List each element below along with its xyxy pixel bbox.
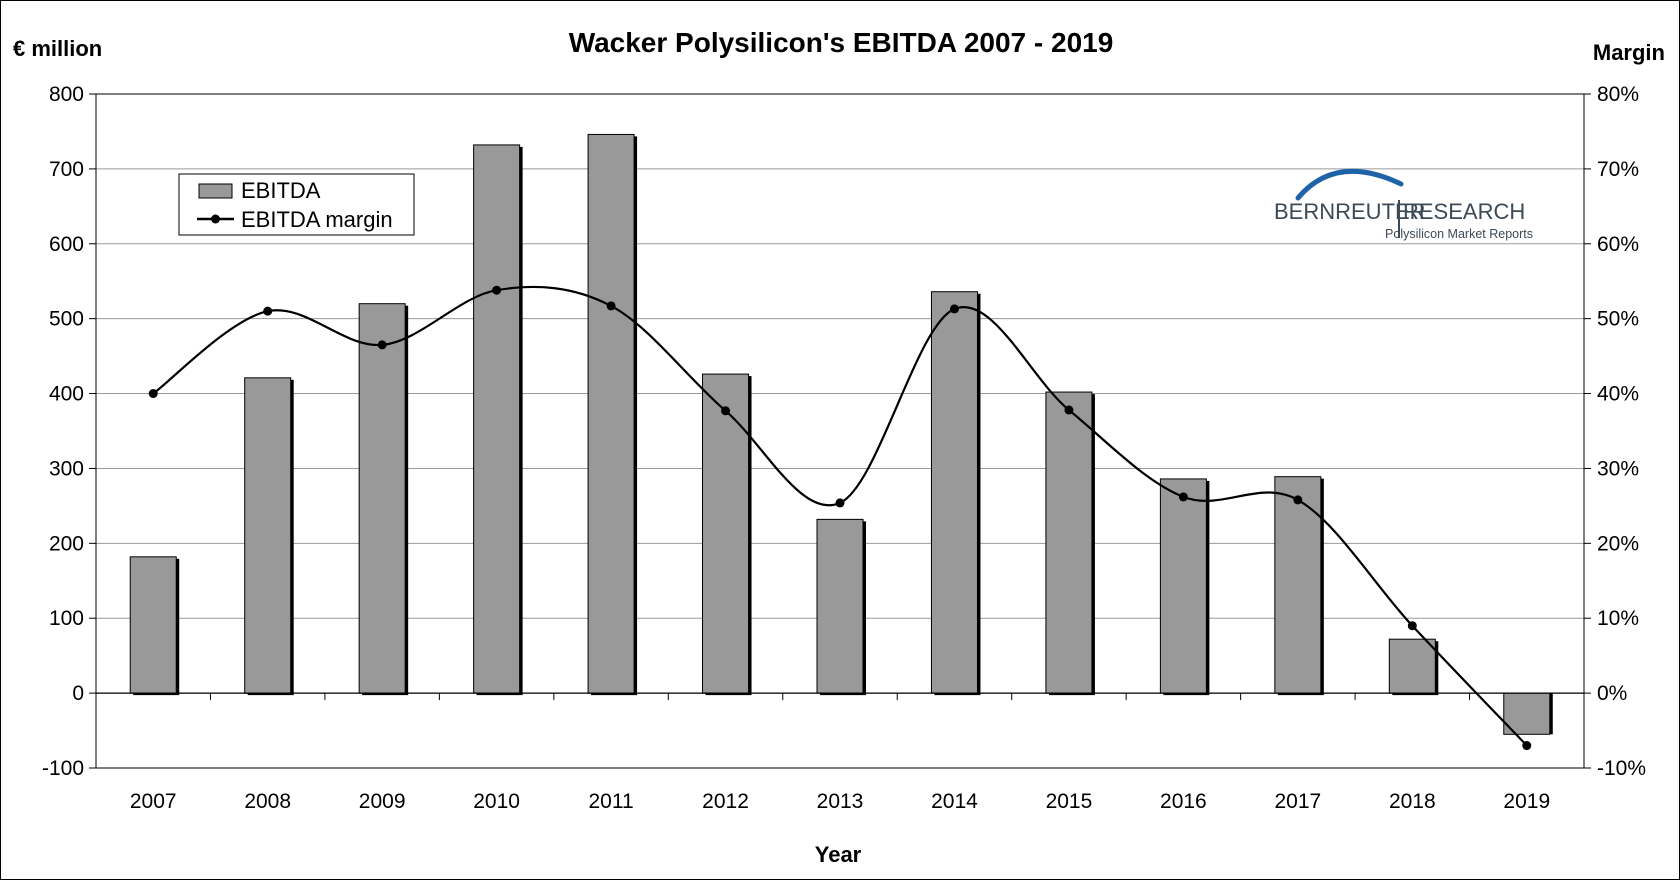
y2-tick-label: 60%: [1597, 233, 1639, 256]
bar-ebitda-2007: [129, 556, 177, 694]
x-tick-label: 2015: [1046, 790, 1093, 813]
margin-point-2011: [606, 301, 616, 311]
y-axis-label: € million: [13, 36, 102, 61]
margin-point-2014: [949, 304, 959, 314]
y2-tick-label: 10%: [1597, 607, 1639, 630]
y2-axis-label: Margin: [1593, 40, 1665, 65]
line-ebitda-margin: [148, 285, 1532, 751]
logo-arc: [1295, 168, 1404, 201]
bar-ebitda-2017: [1274, 476, 1322, 694]
legend-label-ebitda-margin: EBITDA margin: [241, 207, 393, 232]
margin-point-2007: [148, 389, 158, 399]
y2-tick-label: 30%: [1597, 457, 1639, 480]
margin-point-2018: [1407, 621, 1417, 631]
y-tick-label: 300: [49, 457, 84, 480]
margin-point-2019: [1522, 741, 1532, 751]
x-tick-label: 2009: [359, 790, 406, 813]
x-tick-label: 2017: [1274, 790, 1321, 813]
x-tick-label: 2014: [931, 790, 978, 813]
margin-point-2008: [263, 306, 273, 316]
margin-point-2016: [1178, 492, 1188, 502]
y-tick-label: 200: [49, 532, 84, 555]
bernreuter-logo: BERNREUTER RESEARCH Polysilicon Market R…: [1274, 168, 1533, 241]
x-tick-label: 2016: [1160, 790, 1207, 813]
margin-point-2013: [835, 498, 845, 508]
x-axis-label: Year: [815, 842, 862, 867]
chart-title: Wacker Polysilicon's EBITDA 2007 - 2019: [569, 27, 1114, 58]
y-tick-label: 0: [72, 682, 84, 705]
bar-ebitda-2008: [244, 377, 292, 694]
margin-point-2015: [1064, 405, 1074, 415]
bar-ebitda-2015: [1045, 391, 1093, 694]
y2-tick-label: 40%: [1597, 383, 1639, 406]
x-tick-label: 2013: [817, 790, 864, 813]
plot-frame: [95, 93, 1585, 769]
x-tick-label: 2018: [1389, 790, 1436, 813]
margin-point-2017: [1293, 495, 1303, 505]
legend-marker-margin: [211, 214, 220, 224]
margin-point-2009: [377, 340, 387, 350]
x-tick-label: 2019: [1503, 790, 1550, 813]
axes: [89, 93, 1591, 769]
x-tick-label: 2007: [130, 790, 177, 813]
y-tick-label: 400: [49, 383, 84, 406]
bar-ebitda-2011: [587, 133, 635, 694]
bars-ebitda: [129, 133, 1553, 735]
logo-name: BERNREUTER: [1274, 199, 1426, 224]
bar-ebitda-2013: [816, 518, 864, 694]
bar-ebitda-2009: [358, 303, 406, 694]
y2-tick-label: 20%: [1597, 532, 1639, 555]
bar-ebitda-2019: [1503, 692, 1551, 735]
bar-ebitda-2010: [473, 144, 521, 694]
margin-point-2012: [721, 406, 731, 416]
logo-tagline: Polysilicon Market Reports: [1385, 227, 1533, 241]
y2-tick-label: 50%: [1597, 308, 1639, 331]
y-tick-label: -100: [42, 757, 84, 780]
y-tick-label: 700: [49, 158, 84, 181]
x-tick-label: 2008: [244, 790, 291, 813]
legend-label-ebitda: EBITDA: [241, 178, 321, 203]
y-tick-labels: 800 700 600 500 400 300 200 100 0 -100: [42, 83, 84, 780]
y2-tick-label: -10%: [1597, 757, 1646, 780]
x-tick-label: 2011: [588, 790, 633, 813]
y2-tick-label: 0%: [1597, 682, 1627, 705]
bar-ebitda-2014: [930, 291, 978, 694]
legend: EBITDA EBITDA margin: [178, 173, 415, 236]
y-tick-label: 600: [49, 233, 84, 256]
bar-ebitda-2018: [1388, 638, 1436, 694]
bar-ebitda-2016: [1159, 478, 1207, 694]
bar-ebitda-2012: [702, 373, 750, 694]
y-tick-label: 500: [49, 308, 84, 331]
logo-divider: [1398, 200, 1400, 238]
y-tick-label: 100: [49, 607, 84, 630]
x-tick-label: 2012: [702, 790, 749, 813]
x-tick-label: 2010: [473, 790, 520, 813]
logo-name-2: RESEARCH: [1403, 199, 1525, 224]
x-tick-labels: 2007 2008 2009 2010 2011 2012 2013 2014 2015 2016…: [130, 790, 1550, 813]
margin-point-2010: [492, 285, 502, 295]
y2-tick-label: 70%: [1597, 158, 1639, 181]
y2-tick-labels: 80% 70% 60% 50% 40% 30% 20% 10% 0% -10%: [1597, 83, 1646, 780]
legend-swatch-ebitda: [198, 183, 233, 199]
y-tick-label: 800: [49, 83, 84, 106]
y2-tick-label: 80%: [1597, 83, 1639, 106]
